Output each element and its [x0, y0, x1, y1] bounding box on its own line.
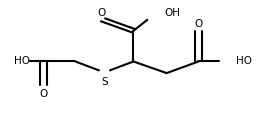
Text: O: O	[39, 89, 48, 99]
Text: HO: HO	[236, 56, 252, 67]
Text: S: S	[101, 76, 108, 87]
Text: O: O	[194, 19, 203, 29]
Text: O: O	[98, 8, 106, 18]
Text: HO: HO	[14, 56, 30, 67]
Text: OH: OH	[164, 8, 180, 18]
